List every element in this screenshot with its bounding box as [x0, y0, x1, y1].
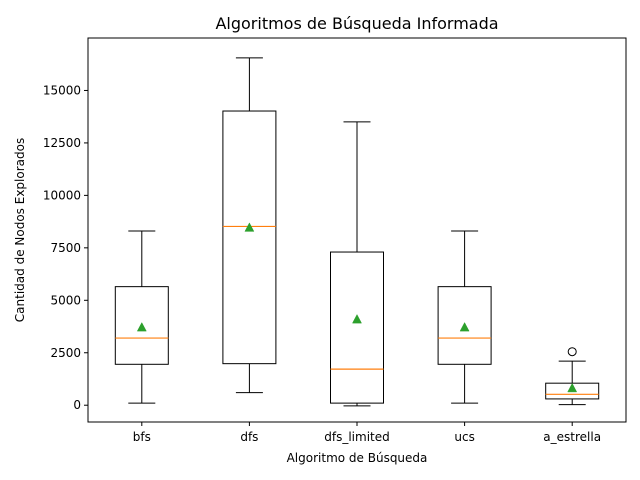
x-tick-label: dfs	[240, 430, 258, 444]
y-tick-label: 7500	[50, 241, 81, 255]
x-tick-label: ucs	[454, 430, 474, 444]
mean-marker	[352, 314, 362, 324]
box-iqr	[114, 286, 169, 365]
box-a_estrella	[545, 347, 600, 406]
x-tick-label: bfs	[133, 430, 151, 444]
y-tick-label: 15000	[43, 83, 81, 97]
y-axis-label: Cantidad de Nodos Explorados	[13, 138, 27, 322]
x-tick-label: dfs_limited	[324, 430, 390, 444]
x-axis-label: Algoritmo de Búsqueda	[287, 451, 428, 465]
y-tick-label: 5000	[50, 293, 81, 307]
y-tick-label: 10000	[43, 188, 81, 202]
mean-marker	[567, 382, 578, 393]
box-bfs	[114, 230, 169, 404]
box-iqr	[222, 110, 277, 365]
box-iqr	[437, 286, 492, 365]
y-axis: 0 2500 5000 7500 10000 12500 15000	[43, 83, 88, 412]
y-tick-label: 2500	[50, 346, 81, 360]
y-tick-label: 12500	[43, 136, 81, 150]
mean-marker	[136, 322, 147, 332]
box-iqr	[330, 251, 384, 404]
mean-marker	[244, 222, 255, 232]
chart-title: Algoritmos de Búsqueda Informada	[215, 14, 498, 33]
x-tick-label: a_estrella	[543, 430, 601, 444]
box-dfs	[222, 57, 277, 394]
x-axis: bfs dfs dfs_limited ucs a_estrella	[133, 422, 601, 444]
y-tick-label: 0	[73, 398, 81, 412]
box-ucs	[437, 230, 492, 404]
mean-marker	[459, 322, 470, 332]
outlier-point	[567, 347, 577, 357]
box-dfs_limited	[330, 121, 384, 407]
box-series	[114, 57, 600, 407]
